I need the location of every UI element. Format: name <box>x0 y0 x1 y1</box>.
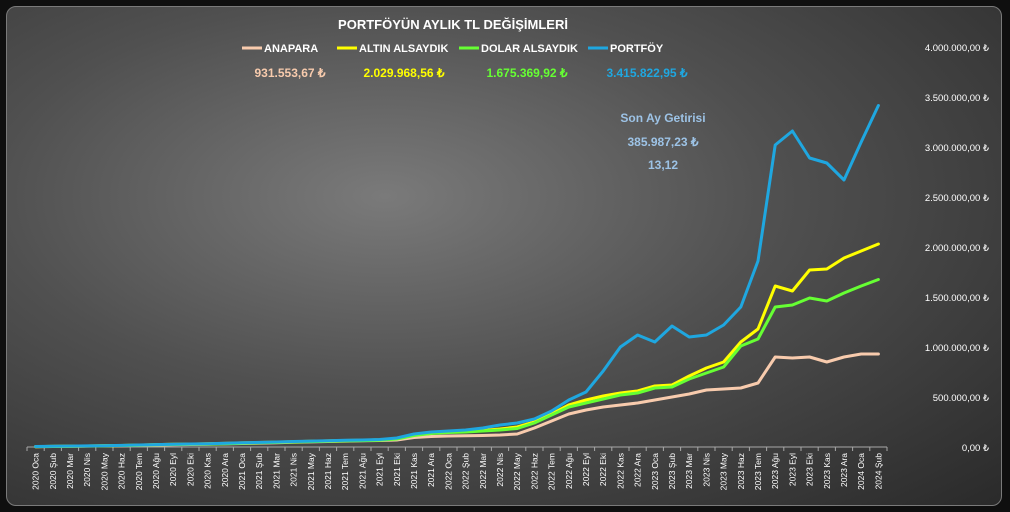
x-tick-label: 2023 Eyl <box>787 453 797 486</box>
legend-label-altin-alsaydik: ALTIN ALSAYDIK <box>359 43 448 55</box>
y-tick-label: 2.000.000,00 ₺ <box>925 243 990 254</box>
x-tick-label: 2021 Nis <box>289 453 299 487</box>
x-tick-label: 2023 Haz <box>736 453 746 489</box>
legend-label-anapara: ANAPARA <box>264 43 318 55</box>
x-tick-label: 2022 Haz <box>529 453 539 489</box>
y-tick-label: 1.500.000,00 ₺ <box>925 293 990 304</box>
y-tick-label: 3.500.000,00 ₺ <box>925 93 990 104</box>
x-tick-label: 2022 Tem <box>547 453 557 490</box>
x-tick-label: 2020 Haz <box>117 453 127 489</box>
x-tick-label: 2020 Ara <box>220 453 230 487</box>
annotation-amount: 385.987,23 ₺ <box>627 135 698 149</box>
x-tick-label: 2023 May <box>719 452 729 490</box>
series-line-dolar-alsaydik <box>34 278 880 449</box>
x-tick-label: 2020 Kas <box>203 453 213 489</box>
y-tick-label: 3.000.000,00 ₺ <box>925 143 990 154</box>
annotation-ratio: 13,12 <box>648 158 678 172</box>
x-tick-label: 2020 May <box>99 452 109 490</box>
y-axis: 0,00 ₺ 500.000,00 ₺ 1.000.000,00 ₺ 1.500.00… <box>925 43 990 454</box>
x-tick-label: 2022 Nis <box>495 453 505 487</box>
x-tick-label: 2022 Eyl <box>581 453 591 486</box>
x-tick-label: 2022 Mar <box>478 453 488 489</box>
x-tick-label: 2022 Ara <box>633 453 643 487</box>
final-value-portf-y: 3.415.822,95 ₺ <box>606 66 687 80</box>
x-tick-label: 2020 Tem <box>134 453 144 490</box>
x-tick-label: 2020 Ağu <box>151 453 161 489</box>
last-month-return-annotation: Son Ay Getirisi 385.987,23 ₺ 13,12 <box>620 111 705 172</box>
legend-label-portf-y: PORTFÖY <box>610 42 664 55</box>
series-lines <box>34 104 880 449</box>
x-tick-label: 2022 Ağu <box>564 453 574 489</box>
x-tick-label: 2023 Mar <box>684 453 694 489</box>
x-tick-label: 2023 Tem <box>753 453 763 490</box>
final-value-altin-alsaydik: 2.029.968,56 ₺ <box>363 66 444 80</box>
x-tick-label: 2020 Mar <box>65 453 75 489</box>
x-tick-label: 2021 Oca <box>237 453 247 490</box>
x-tick-label: 2023 Ağu <box>770 453 780 489</box>
x-tick-label: 2021 Mar <box>271 453 281 489</box>
x-tick-label: 2021 Ağu <box>357 453 367 489</box>
y-tick-label: 2.500.000,00 ₺ <box>925 193 990 204</box>
x-tick-label: 2020 Şub <box>48 453 58 490</box>
chart-frame: PORTFÖYÜN AYLIK TL DEĞİŞİMLERİ ANAPARA 93… <box>6 6 1002 506</box>
x-tick-label: 2022 Kas <box>615 453 625 489</box>
line-chart: PORTFÖYÜN AYLIK TL DEĞİŞİMLERİ ANAPARA 93… <box>26 17 990 490</box>
legend: ANAPARA 931.553,67 ₺ ALTIN ALSAYDIK 2.029.9… <box>242 42 688 80</box>
x-tick-label: 2023 Ara <box>839 453 849 487</box>
final-value-dolar-alsaydik: 1.675.369,92 ₺ <box>486 66 567 80</box>
x-tick-label: 2023 Nis <box>701 453 711 487</box>
x-tick-label: 2024 Şub <box>873 453 883 490</box>
x-tick-label: 2023 Kas <box>822 453 832 489</box>
x-tick-label: 2020 Oca <box>31 453 41 490</box>
annotation-title: Son Ay Getirisi <box>620 111 705 125</box>
x-tick-label: 2021 Eyl <box>375 453 385 486</box>
x-tick-label: 2021 May <box>306 452 316 490</box>
x-tick-label: 2024 Oca <box>856 453 866 490</box>
y-tick-label: 1.000.000,00 ₺ <box>925 343 990 354</box>
x-tick-label: 2022 Eki <box>598 453 608 486</box>
chart-title: PORTFÖYÜN AYLIK TL DEĞİŞİMLERİ <box>338 17 568 32</box>
series-line-portf-y <box>34 104 880 448</box>
legend-label-dolar-alsaydik: DOLAR ALSAYDIK <box>481 43 578 55</box>
x-axis: 2020 Oca 2020 Şub 2020 Mar 2020 Nis 2020 May… <box>26 447 888 490</box>
final-value-anapara: 931.553,67 ₺ <box>254 66 325 80</box>
x-tick-label: 2023 Eki <box>805 453 815 486</box>
x-tick-label: 2023 Şub <box>667 453 677 490</box>
x-tick-label: 2022 Oca <box>443 453 453 490</box>
x-tick-label: 2021 Ara <box>426 453 436 487</box>
x-tick-label: 2023 Oca <box>650 453 660 490</box>
x-tick-label: 2020 Eyl <box>168 453 178 486</box>
x-tick-label: 2021 Haz <box>323 453 333 489</box>
x-tick-label: 2021 Şub <box>254 453 264 490</box>
x-tick-label: 2021 Eki <box>392 453 402 486</box>
y-tick-label: 0,00 ₺ <box>962 443 990 454</box>
x-tick-label: 2020 Nis <box>82 453 92 487</box>
x-tick-label: 2021 Kas <box>409 453 419 489</box>
x-tick-label: 2022 Şub <box>461 453 471 490</box>
y-tick-label: 500.000,00 ₺ <box>933 393 990 404</box>
x-tick-label: 2021 Tem <box>340 453 350 490</box>
x-tick-label: 2022 May <box>512 452 522 490</box>
x-tick-label: 2020 Eki <box>185 453 195 486</box>
y-tick-label: 4.000.000,00 ₺ <box>925 43 990 54</box>
